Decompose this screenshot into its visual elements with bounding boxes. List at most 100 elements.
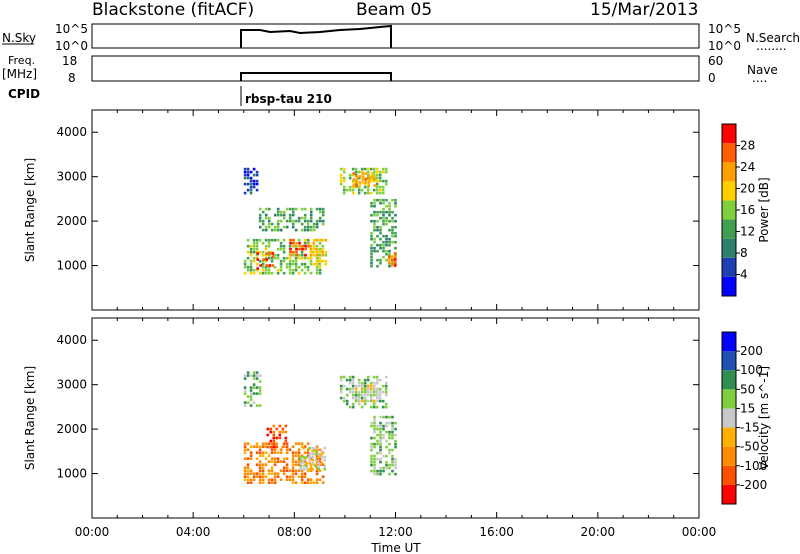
data-cell	[382, 243, 385, 247]
data-cell	[258, 392, 262, 395]
data-cell	[312, 253, 316, 257]
data-cell	[384, 387, 388, 391]
data-cell	[246, 478, 250, 481]
data-cell	[249, 481, 253, 484]
data-cell	[279, 265, 283, 269]
data-cell	[379, 460, 382, 464]
data-cell	[373, 424, 376, 428]
data-cell	[249, 268, 253, 272]
data-cell	[370, 246, 373, 250]
data-cell	[391, 430, 394, 434]
data-cell	[372, 188, 376, 192]
data-cell	[243, 475, 247, 478]
data-cell	[297, 460, 301, 463]
data-cell	[258, 475, 262, 478]
data-cell	[385, 445, 388, 449]
x-axis-label: Time UT	[370, 541, 421, 554]
data-cell	[373, 399, 376, 403]
data-cell	[288, 213, 292, 217]
data-cell	[318, 469, 322, 472]
colorbar-swatch	[722, 124, 736, 144]
data-cell	[379, 243, 382, 247]
data-cell	[314, 464, 317, 468]
data-cell	[372, 167, 376, 171]
data-cell	[272, 424, 276, 428]
data-cell	[284, 430, 288, 434]
data-cell	[385, 204, 388, 208]
data-cell	[291, 225, 295, 229]
data-cell	[261, 219, 265, 223]
data-cell	[385, 421, 388, 425]
data-cell	[376, 442, 379, 446]
data-cell	[288, 265, 292, 269]
data-cell	[323, 455, 326, 459]
data-cell	[315, 222, 319, 226]
data-cell	[379, 415, 382, 419]
data-cell	[348, 375, 352, 379]
data-cell	[378, 390, 382, 394]
data-cell	[270, 460, 274, 463]
data-cell	[309, 225, 313, 229]
data-cell	[246, 238, 250, 242]
data-cell	[267, 460, 271, 463]
colorbar-swatch	[722, 238, 736, 258]
data-cell	[297, 454, 301, 457]
data-cell	[264, 244, 268, 248]
data-cell	[278, 433, 282, 437]
data-cell	[345, 393, 349, 397]
data-cell	[294, 442, 298, 445]
data-cell	[372, 381, 376, 385]
data-cell	[315, 247, 319, 251]
data-cell	[376, 390, 379, 394]
data-cell	[367, 390, 370, 394]
data-cell	[351, 185, 355, 189]
data-cell	[298, 244, 301, 248]
data-cell	[291, 481, 295, 484]
data-cell	[273, 265, 277, 269]
data-cell	[363, 384, 367, 388]
data-cell	[303, 463, 307, 466]
data-cell	[376, 396, 379, 400]
colorbar-tick-label: 15	[740, 401, 755, 415]
data-cell	[351, 375, 355, 379]
data-cell	[261, 262, 265, 266]
data-cell	[376, 472, 379, 476]
data-cell	[382, 427, 385, 431]
data-cell	[265, 258, 268, 261]
colorbar-frame	[721, 331, 737, 505]
data-cell	[321, 253, 325, 257]
data-cell	[376, 433, 379, 437]
data-cell	[307, 244, 310, 248]
data-cell	[291, 469, 295, 472]
data-cell	[279, 448, 283, 451]
data-cell	[285, 442, 289, 445]
data-cell	[252, 271, 256, 275]
data-cell	[312, 241, 316, 245]
data-cell	[305, 461, 308, 465]
data-cell	[255, 377, 259, 380]
data-cell	[309, 219, 313, 223]
data-cell	[300, 253, 304, 257]
data-cell	[348, 405, 352, 409]
data-cell	[388, 237, 391, 241]
data-cell	[354, 185, 358, 189]
data-cell	[394, 460, 397, 464]
data-cell	[394, 433, 397, 437]
data-cell	[375, 176, 379, 180]
colorbar-swatch	[722, 370, 736, 390]
data-cell	[282, 225, 286, 229]
data-cell	[376, 439, 379, 443]
data-cell	[351, 387, 355, 391]
data-cell	[294, 207, 298, 211]
data-cell	[384, 390, 388, 394]
nave-right-tick-top: 60	[708, 54, 723, 68]
colorbar-tick-label: 12	[740, 225, 755, 239]
data-cell	[270, 259, 274, 263]
y-tick-label: 2000	[56, 214, 87, 228]
data-cell	[379, 466, 382, 470]
data-cell	[385, 252, 388, 256]
data-cell	[258, 460, 262, 463]
data-cell	[259, 264, 262, 267]
data-cell	[285, 469, 289, 472]
data-cell	[373, 204, 376, 208]
